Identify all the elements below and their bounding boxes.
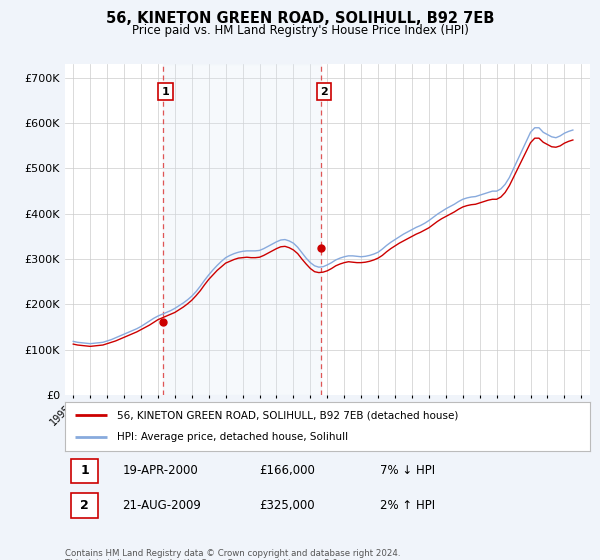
Text: 2: 2 [80,499,89,512]
FancyBboxPatch shape [71,493,98,518]
FancyBboxPatch shape [71,459,98,483]
Text: 2: 2 [320,87,328,96]
Text: HPI: Average price, detached house, Solihull: HPI: Average price, detached house, Soli… [118,432,349,442]
Text: 7% ↓ HPI: 7% ↓ HPI [380,464,435,478]
Text: Price paid vs. HM Land Registry's House Price Index (HPI): Price paid vs. HM Land Registry's House … [131,24,469,36]
Text: 1: 1 [80,464,89,478]
Text: 56, KINETON GREEN ROAD, SOLIHULL, B92 7EB: 56, KINETON GREEN ROAD, SOLIHULL, B92 7E… [106,11,494,26]
Text: 21-AUG-2009: 21-AUG-2009 [122,499,202,512]
Text: 1: 1 [161,87,169,96]
Text: Contains HM Land Registry data © Crown copyright and database right 2024.
This d: Contains HM Land Registry data © Crown c… [65,549,400,560]
Text: 2% ↑ HPI: 2% ↑ HPI [380,499,435,512]
Text: 19-APR-2000: 19-APR-2000 [122,464,198,478]
Text: £166,000: £166,000 [259,464,315,478]
Text: 56, KINETON GREEN ROAD, SOLIHULL, B92 7EB (detached house): 56, KINETON GREEN ROAD, SOLIHULL, B92 7E… [118,410,458,421]
Bar [163,64,322,395]
Text: £325,000: £325,000 [259,499,314,512]
